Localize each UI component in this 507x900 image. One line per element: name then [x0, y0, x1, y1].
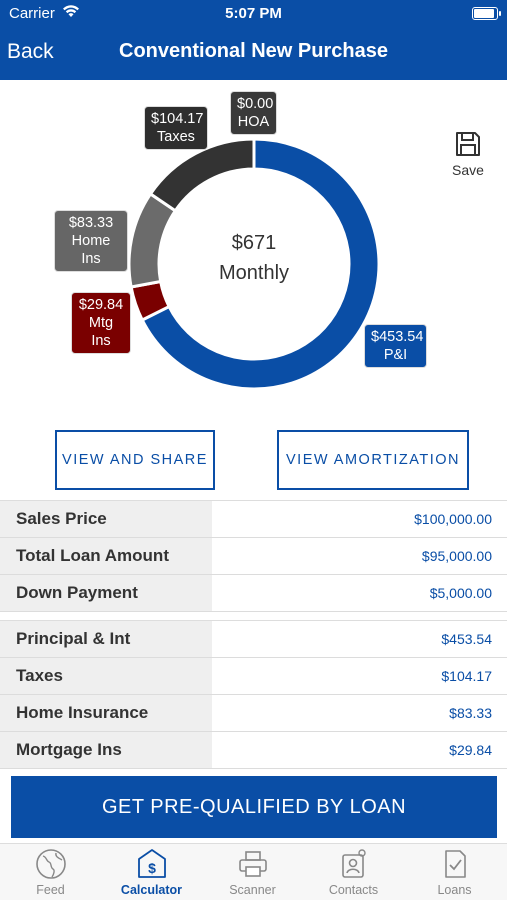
tab-label: Contacts	[328, 883, 379, 897]
document-check-icon	[444, 850, 466, 878]
row-value: $29.84	[449, 742, 492, 758]
save-label: Save	[452, 162, 484, 178]
globe-icon	[35, 849, 66, 879]
printer-icon	[238, 851, 267, 877]
row-label: Down Payment	[0, 575, 212, 611]
callout-home-ins-name: Home Ins	[71, 233, 111, 267]
donut-slice-p-i	[140, 137, 381, 391]
tab-feed[interactable]: Feed	[0, 848, 101, 897]
row-label: Sales Price	[0, 501, 212, 537]
callout-mtg-ins-value: $29.84	[78, 297, 124, 313]
tab-calculator[interactable]: $ Calculator	[101, 848, 202, 897]
status-bar: Carrier 5:07 PM	[0, 0, 507, 28]
row-value[interactable]: $100,000.00	[414, 511, 492, 527]
tab-loans[interactable]: Loans	[404, 848, 505, 897]
row-value: $104.17	[441, 668, 492, 684]
callout-hoa-value: $0.00	[237, 96, 274, 112]
row-label: Home Insurance	[0, 695, 212, 731]
row-value: $453.54	[441, 631, 492, 647]
tab-scanner[interactable]: Scanner	[202, 848, 303, 897]
floppy-disk-icon	[456, 132, 480, 156]
payment-breakdown-table: Principal & Int $453.54 Taxes $104.17 Ho…	[0, 620, 507, 769]
callout-home-ins-value: $83.33	[68, 215, 114, 231]
back-button[interactable]: Back	[7, 40, 54, 63]
callout-mtg-ins-name: Mtg Ins	[88, 315, 114, 349]
callout-mtg-ins: $29.84 Mtg Ins	[71, 292, 131, 354]
carrier-label: Carrier	[9, 5, 55, 22]
row-label: Total Loan Amount	[0, 538, 212, 574]
tab-bar: Feed $ Calculator Scanner Contacts Loans	[0, 843, 507, 900]
row-value[interactable]: $95,000.00	[421, 548, 492, 564]
page-title: Conventional New Purchase	[119, 40, 388, 62]
callout-hoa: $0.00 HOA	[230, 91, 277, 135]
row-value[interactable]: $5,000.00	[429, 585, 492, 601]
row-label: Taxes	[0, 658, 212, 694]
contacts-icon	[341, 849, 366, 878]
table-row: Principal & Int $453.54	[0, 621, 507, 658]
callout-taxes-value: $104.17	[151, 111, 204, 127]
callout-taxes-name: Taxes	[157, 129, 195, 145]
get-pre-qualified-button[interactable]: GET PRE-QUALIFIED BY LOAN	[11, 776, 497, 838]
battery-icon	[472, 7, 501, 20]
view-and-share-button[interactable]: VIEW AND SHARE	[55, 430, 215, 490]
callout-pi: $453.54 P&I	[364, 324, 427, 368]
callout-taxes: $104.17 Taxes	[144, 106, 208, 150]
callout-home-ins: $83.33 Home Ins	[54, 210, 128, 272]
payment-donut-chart	[127, 137, 381, 391]
view-amortization-button[interactable]: VIEW AMORTIZATION	[277, 430, 469, 490]
tab-label: Scanner	[229, 883, 276, 897]
table-row: Down Payment $5,000.00	[0, 575, 507, 612]
table-row: Total Loan Amount $95,000.00	[0, 538, 507, 575]
callout-hoa-name: HOA	[237, 114, 270, 130]
tab-label: Loans	[437, 883, 472, 897]
row-label: Mortgage Ins	[0, 732, 212, 768]
table-row: Taxes $104.17	[0, 658, 507, 695]
calculator-dollar-icon: $	[137, 849, 166, 878]
row-label: Principal & Int	[0, 621, 212, 657]
svg-text:$: $	[148, 860, 156, 876]
callout-pi-name: P&I	[383, 347, 408, 363]
loan-summary-table: Sales Price $100,000.00 Total Loan Amoun…	[0, 500, 507, 612]
table-row: Mortgage Ins $29.84	[0, 732, 507, 769]
monthly-total-value: $671	[231, 232, 277, 254]
wifi-icon	[62, 4, 80, 22]
table-row: Sales Price $100,000.00	[0, 501, 507, 538]
tab-label: Calculator	[120, 883, 183, 897]
row-value: $83.33	[449, 705, 492, 721]
callout-pi-value: $453.54	[371, 329, 424, 345]
status-time: 5:07 PM	[225, 5, 282, 22]
table-row: Home Insurance $83.33	[0, 695, 507, 732]
donut-slice-taxes	[148, 137, 256, 213]
tab-label: Feed	[36, 883, 65, 897]
navigation-bar: Carrier 5:07 PM Back Conventional New Pu…	[0, 0, 507, 80]
save-button[interactable]: Save	[446, 131, 490, 178]
tab-contacts[interactable]: Contacts	[303, 848, 404, 897]
monthly-total-label: Monthly	[218, 262, 290, 284]
